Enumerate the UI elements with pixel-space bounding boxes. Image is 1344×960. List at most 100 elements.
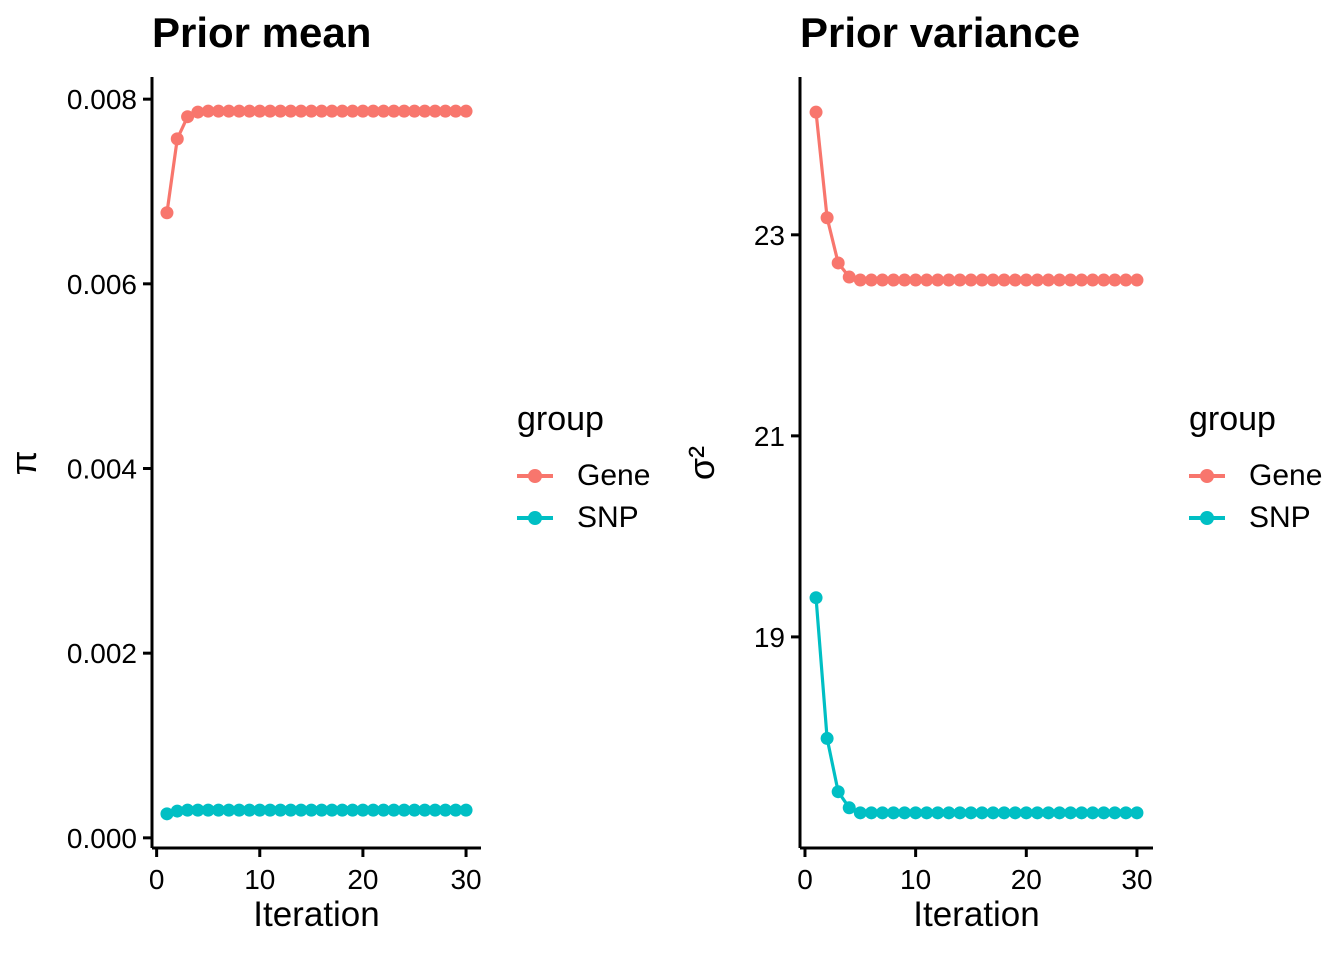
x-tick-label: 10	[900, 864, 931, 895]
data-point	[407, 803, 421, 817]
data-point	[809, 591, 823, 605]
data-point	[377, 803, 391, 817]
data-point	[1119, 273, 1133, 287]
data-point	[418, 104, 432, 118]
data-point	[809, 105, 823, 119]
data-point	[1097, 806, 1111, 820]
data-point	[201, 104, 215, 118]
x-tick-label: 0	[797, 864, 813, 895]
plot-area: 0.000 0.002 0.004 0.006 0.008 0 10 20 30	[67, 77, 482, 895]
data-point	[1075, 806, 1089, 820]
legend-title: group	[517, 400, 604, 438]
data-point	[181, 110, 195, 124]
data-point	[191, 105, 205, 119]
panel-prior-variance: 19 21 23 0 10 20 30 Prior variance σ² Iteratio…	[672, 0, 1344, 960]
data-point	[315, 104, 329, 118]
data-point	[377, 104, 391, 118]
data-point	[853, 273, 867, 287]
chart-title: Prior variance	[800, 9, 1081, 56]
data-point	[273, 104, 287, 118]
data-point	[242, 803, 256, 817]
data-point	[325, 803, 339, 817]
data-point	[428, 104, 442, 118]
data-point	[222, 104, 236, 118]
data-point	[325, 104, 339, 118]
data-point	[898, 273, 912, 287]
y-tick-label: 19	[754, 622, 785, 653]
data-point	[1119, 806, 1133, 820]
data-point	[820, 211, 834, 225]
data-point	[170, 804, 184, 818]
data-point	[842, 801, 856, 815]
gene-series	[160, 104, 473, 220]
data-point	[366, 803, 380, 817]
data-point	[212, 104, 226, 118]
data-point	[459, 803, 473, 817]
data-point	[315, 803, 329, 817]
data-point	[1064, 273, 1078, 287]
data-point	[438, 803, 452, 817]
chart-title: Prior mean	[152, 9, 372, 56]
legend-entry-snp: SNP	[517, 497, 650, 539]
data-point	[346, 104, 360, 118]
data-point	[428, 803, 442, 817]
data-point	[986, 806, 1000, 820]
legend-entry-gene: Gene	[1189, 455, 1322, 497]
data-point	[1086, 806, 1100, 820]
snp-key-line-dot-icon	[1189, 510, 1225, 526]
legend-entry-gene: Gene	[517, 455, 650, 497]
panel-prior-mean: 0.000 0.002 0.004 0.006 0.008 0 10 20 30 Prior m…	[3, 9, 650, 934]
data-point	[1041, 273, 1055, 287]
data-point	[975, 806, 989, 820]
data-point	[232, 803, 246, 817]
data-point	[1108, 273, 1122, 287]
data-point	[1086, 273, 1100, 287]
snp-line	[814, 597, 1137, 815]
data-point	[1130, 806, 1144, 820]
data-point	[387, 803, 401, 817]
snp-key-line-dot-icon	[517, 510, 553, 526]
data-point	[831, 256, 845, 270]
gene-line	[165, 109, 467, 213]
legend: group Gene SNP	[517, 400, 650, 539]
legend-label-gene: Gene	[1249, 459, 1323, 492]
data-point	[335, 104, 349, 118]
data-point	[953, 806, 967, 820]
data-point	[942, 273, 956, 287]
data-point	[1075, 273, 1089, 287]
legend-label-snp: SNP	[577, 501, 639, 534]
data-point	[1019, 273, 1033, 287]
data-point	[232, 104, 246, 118]
data-point	[887, 806, 901, 820]
data-point	[942, 806, 956, 820]
data-point	[909, 806, 923, 820]
data-point	[346, 803, 360, 817]
data-point	[1052, 273, 1066, 287]
data-point	[820, 731, 834, 745]
y-tick-label: 0.004	[67, 454, 137, 485]
legend-entry-snp: SNP	[1189, 497, 1322, 539]
data-point	[212, 803, 226, 817]
data-point	[887, 273, 901, 287]
x-axis-title: Iteration	[913, 895, 1040, 934]
gene-key-line-dot-icon	[517, 468, 553, 484]
data-point	[875, 273, 889, 287]
data-point	[964, 806, 978, 820]
data-point	[1008, 806, 1022, 820]
data-point	[170, 132, 184, 146]
data-point	[304, 104, 318, 118]
data-point	[201, 803, 215, 817]
data-point	[920, 273, 934, 287]
data-point	[997, 273, 1011, 287]
data-point	[997, 806, 1011, 820]
data-point	[986, 273, 1000, 287]
data-point	[438, 104, 452, 118]
data-point	[831, 785, 845, 799]
y-axis-title: π	[3, 450, 44, 476]
y-axis-title: σ²	[681, 445, 722, 481]
data-point	[253, 803, 267, 817]
data-point	[931, 806, 945, 820]
data-point	[387, 104, 401, 118]
gene-key-line-dot-icon	[1189, 468, 1225, 484]
data-point	[242, 104, 256, 118]
